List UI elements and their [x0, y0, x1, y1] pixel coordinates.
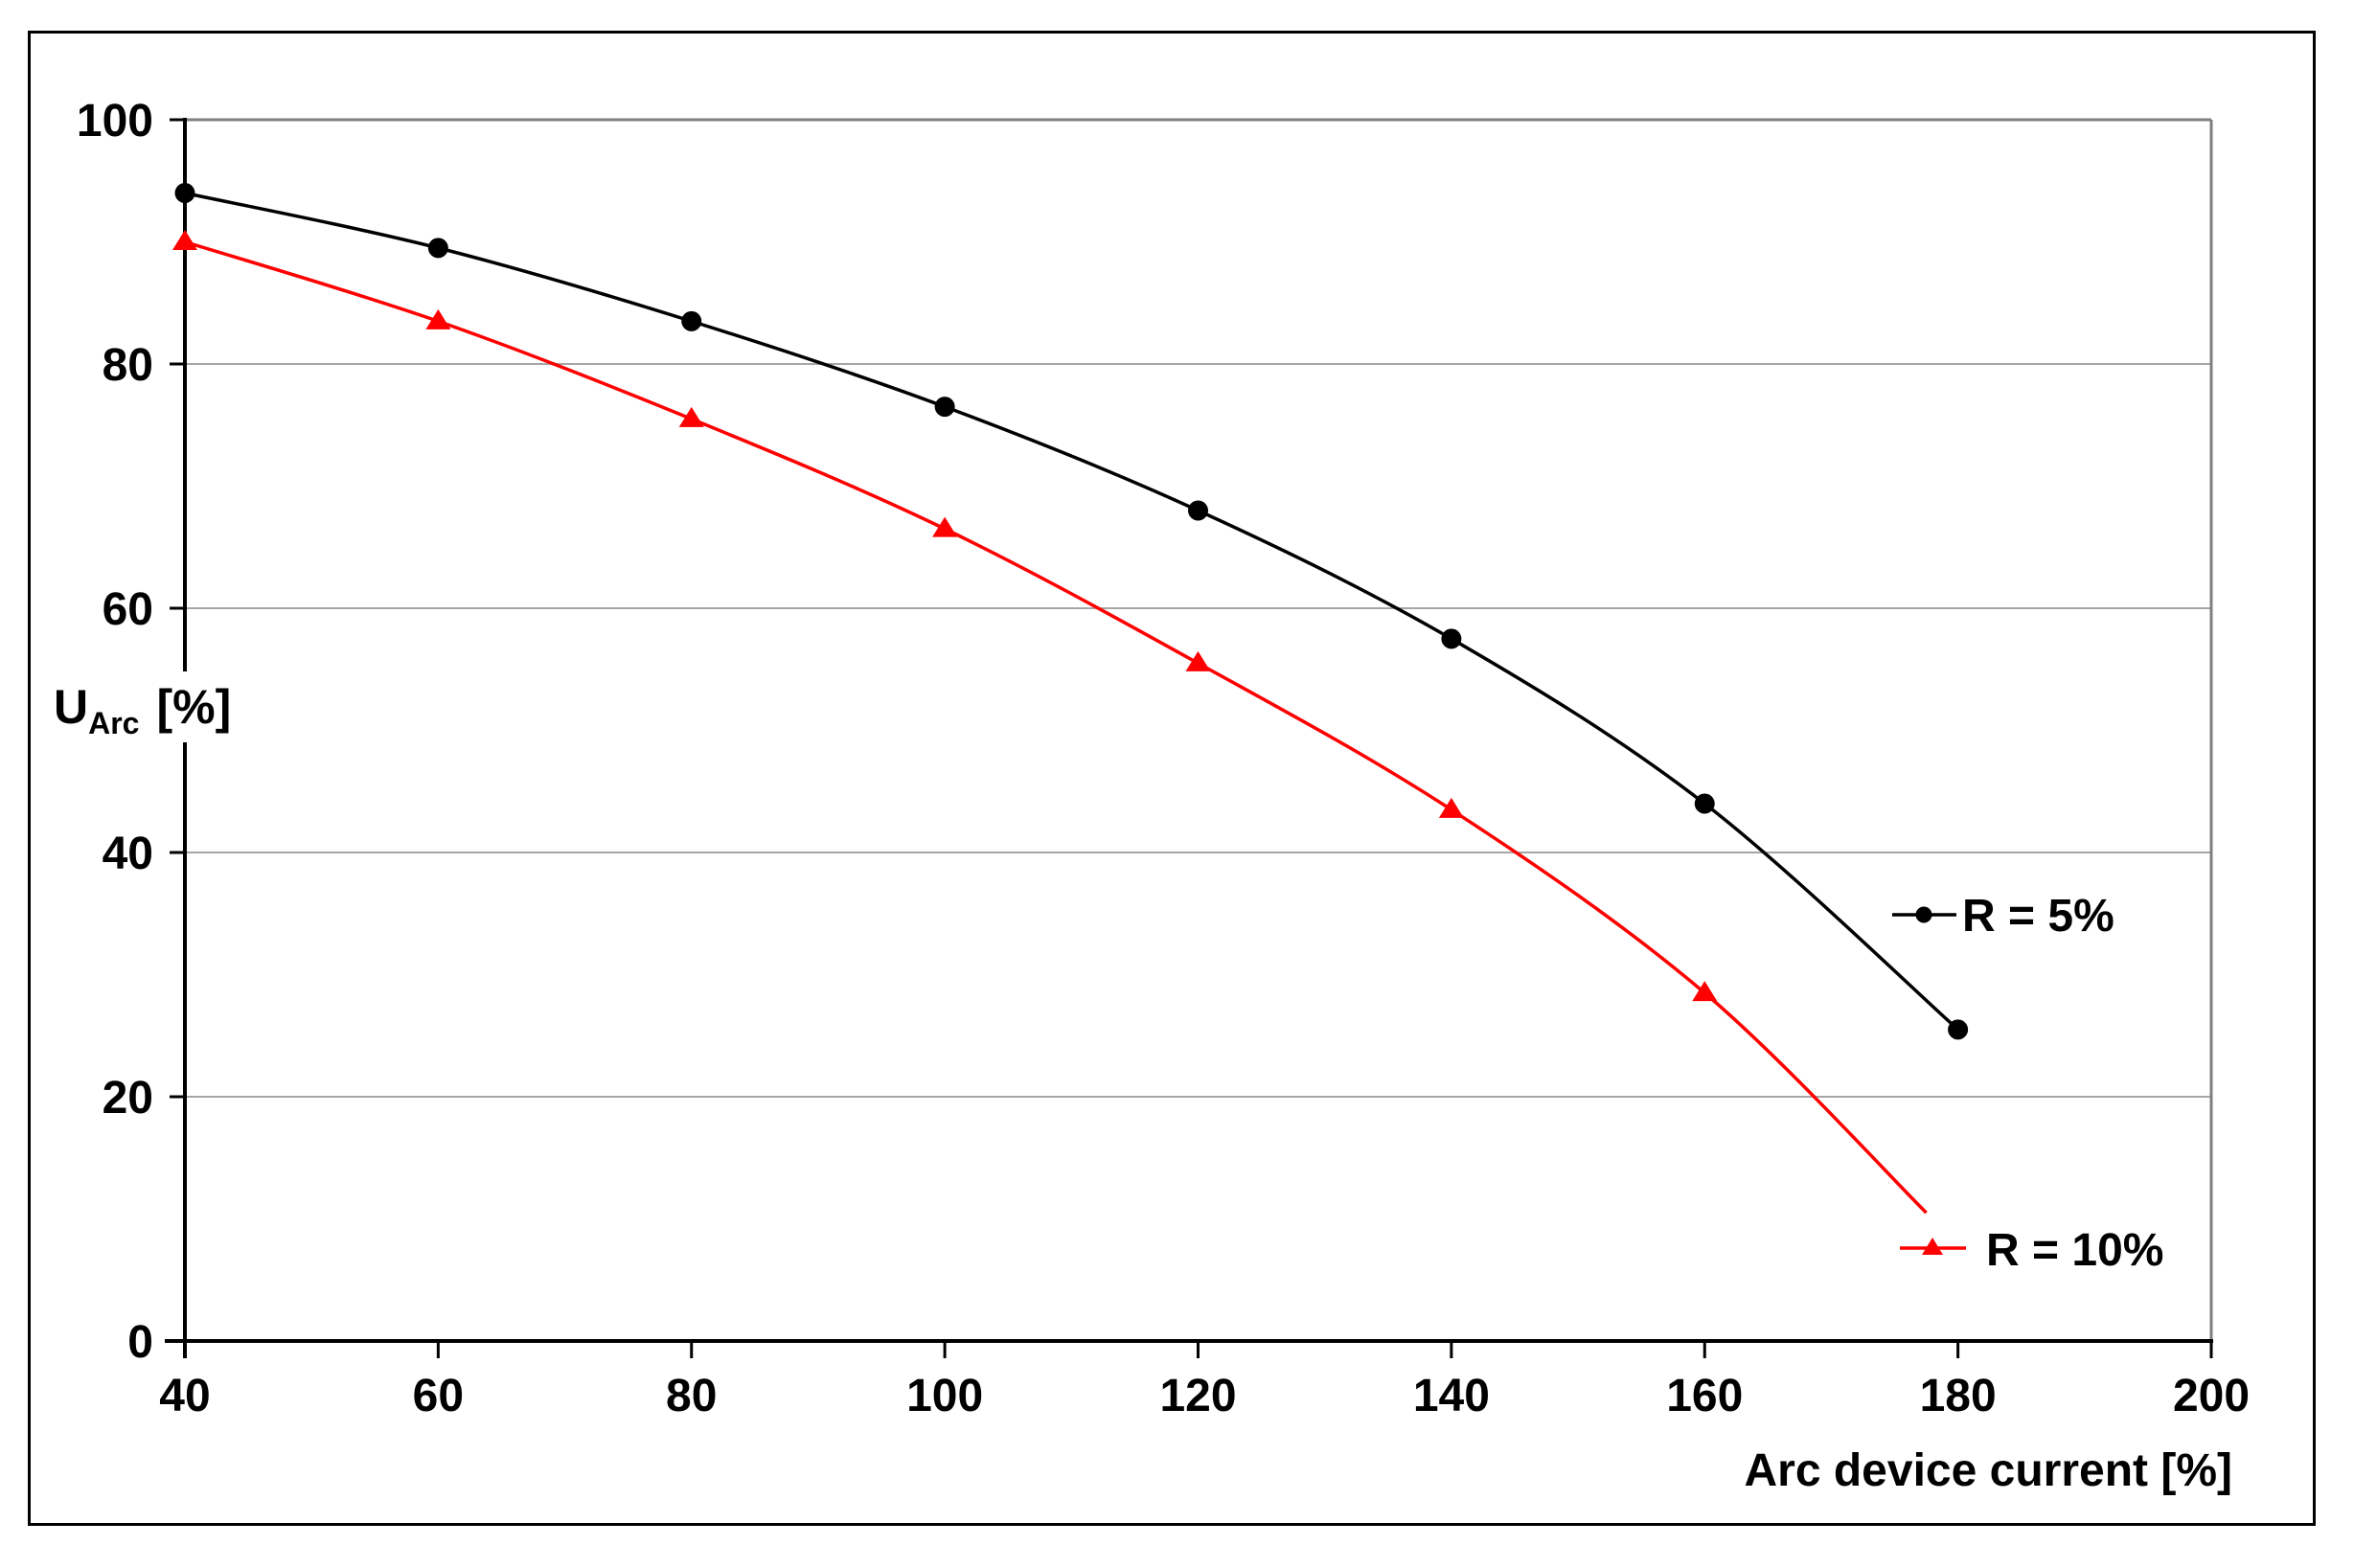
legend-label-r5: R = 5% — [1962, 891, 2114, 942]
chart-generated-layer: 0 20 40 60 80 100 40 60 80 100 120 140 160 180 200 — [77, 96, 2250, 1421]
x-tick-label: 80 — [666, 1371, 717, 1421]
x-tick-label: 140 — [1413, 1371, 1490, 1421]
data-marker-triangle — [172, 230, 197, 250]
data-marker-triangle — [1185, 650, 1211, 671]
legend-key-triangle — [1922, 1238, 1943, 1255]
y-tick-label: 100 — [77, 96, 153, 147]
figure-frame — [28, 31, 2316, 1526]
x-axis-title: Arc device current [%] — [1744, 1445, 2232, 1496]
y-axis-subscript: Arc — [88, 706, 140, 740]
legend-label-r10: R = 10% — [1986, 1225, 2163, 1276]
data-marker-circle — [427, 238, 448, 259]
data-marker-circle — [1948, 1019, 1969, 1040]
series-line-r5 — [184, 191, 1959, 1032]
y-axis-label: UArc [%] — [52, 671, 245, 742]
y-axis-symbol: U — [54, 680, 89, 734]
data-marker-triangle — [1438, 797, 1464, 818]
x-tick-label: 120 — [1159, 1371, 1236, 1421]
data-marker-circle — [934, 397, 955, 418]
data-marker-triangle — [932, 516, 958, 537]
x-tick-label: 160 — [1666, 1371, 1743, 1421]
data-marker-circle — [681, 310, 702, 331]
data-marker-circle — [1694, 793, 1715, 814]
y-tick-label: 20 — [103, 1073, 153, 1124]
x-tick-label: 200 — [2173, 1371, 2250, 1421]
data-marker-circle — [1188, 500, 1208, 521]
data-marker-triangle — [1692, 981, 1718, 1002]
y-tick-label: 60 — [103, 584, 153, 635]
y-tick-label: 40 — [103, 829, 153, 879]
x-tick-label: 100 — [906, 1371, 983, 1421]
x-tick-label: 180 — [1920, 1371, 1997, 1421]
data-marker-triangle — [425, 308, 451, 330]
x-tick-label: 60 — [413, 1371, 464, 1421]
data-marker-circle — [1441, 628, 1462, 649]
y-tick-label: 0 — [127, 1317, 153, 1368]
y-tick-label: 80 — [103, 340, 153, 391]
x-tick-label: 40 — [159, 1371, 210, 1421]
data-marker-triangle — [678, 406, 704, 427]
y-axis-unit: [%] — [156, 680, 232, 734]
series-line-r10 — [184, 239, 1928, 1215]
data-marker-circle — [174, 183, 195, 203]
legend-key-circle — [1915, 906, 1932, 923]
